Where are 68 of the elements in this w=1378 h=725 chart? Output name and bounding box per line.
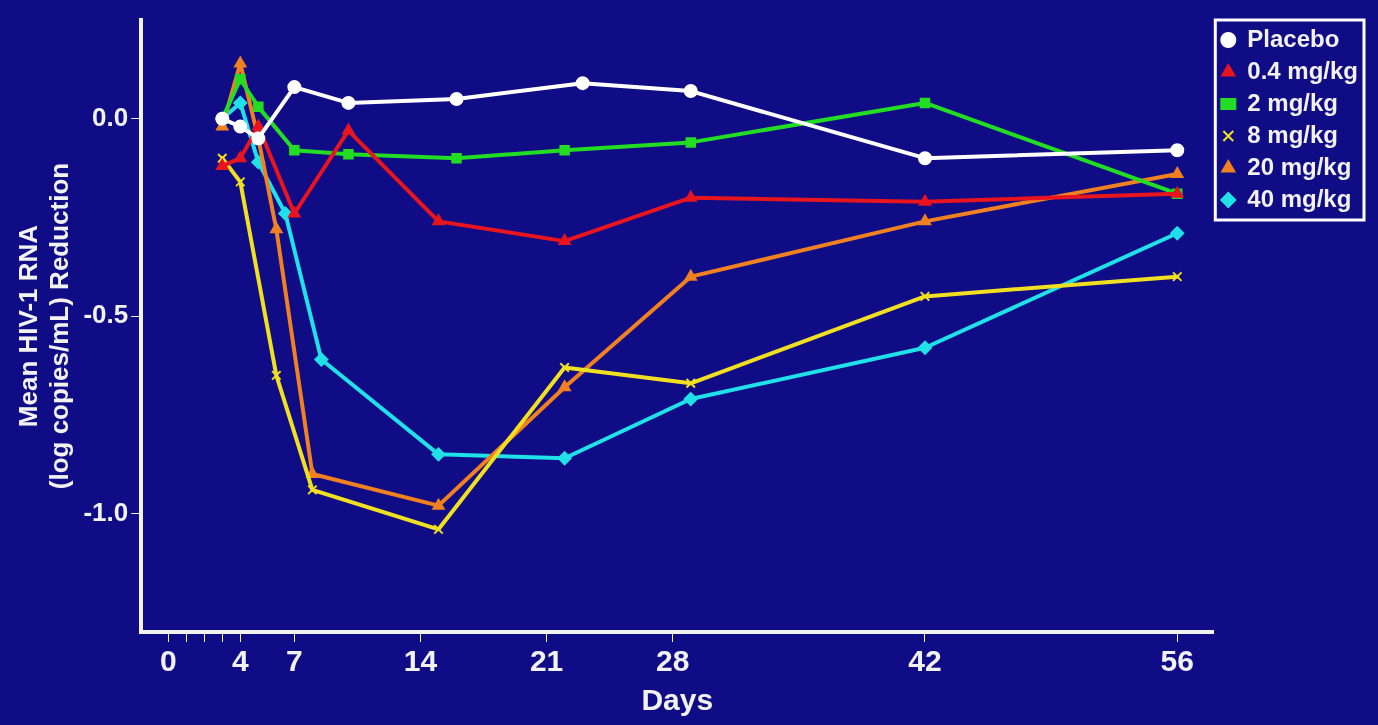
point bbox=[559, 145, 570, 156]
y-axis-title: Mean HIV-1 RNA (log copies/mL) Reduction bbox=[12, 162, 74, 490]
point bbox=[451, 152, 462, 164]
point bbox=[234, 151, 247, 163]
point bbox=[557, 451, 572, 466]
point bbox=[918, 151, 932, 166]
x-tick-label: 7 bbox=[286, 644, 303, 678]
legend-label: 20 mg/kg bbox=[1247, 152, 1352, 180]
point bbox=[233, 119, 248, 134]
point bbox=[685, 378, 696, 389]
x-tick-label: 14 bbox=[403, 644, 438, 678]
legend-label: 2 mg/kg bbox=[1247, 88, 1338, 116]
point bbox=[558, 380, 571, 392]
point bbox=[1172, 271, 1183, 282]
point bbox=[558, 234, 571, 246]
point bbox=[683, 84, 698, 99]
point bbox=[235, 176, 246, 188]
point bbox=[307, 484, 318, 496]
point bbox=[432, 498, 445, 510]
legend-label: 0.4 mg/kg bbox=[1247, 56, 1359, 84]
x-tick-label: 56 bbox=[1160, 644, 1194, 678]
point bbox=[918, 340, 932, 355]
point bbox=[684, 269, 697, 281]
y-tick-label: -1.0 bbox=[83, 496, 129, 527]
point bbox=[342, 123, 355, 135]
point bbox=[270, 222, 283, 234]
point bbox=[252, 119, 265, 131]
point bbox=[216, 159, 229, 171]
point bbox=[433, 524, 444, 535]
point bbox=[341, 95, 356, 110]
legend-label: Placebo bbox=[1247, 24, 1340, 52]
legend-label: 8 mg/kg bbox=[1247, 120, 1338, 148]
x-tick-label: 28 bbox=[656, 644, 690, 678]
point bbox=[575, 76, 590, 91]
point bbox=[918, 214, 932, 226]
y-tick-label: 0.0 bbox=[92, 101, 129, 132]
point bbox=[1171, 166, 1184, 178]
point bbox=[278, 206, 293, 221]
point bbox=[314, 352, 329, 367]
point bbox=[288, 206, 301, 218]
point bbox=[919, 97, 931, 109]
point bbox=[684, 190, 697, 202]
point bbox=[919, 291, 931, 302]
point bbox=[235, 73, 246, 85]
point bbox=[559, 362, 570, 373]
point bbox=[343, 149, 354, 160]
point bbox=[234, 56, 247, 68]
point bbox=[217, 152, 228, 164]
x-tick-label: 21 bbox=[529, 644, 564, 678]
x-tick-label: 0 bbox=[159, 644, 177, 678]
point bbox=[431, 447, 446, 462]
x-tick-label: 4 bbox=[231, 644, 249, 678]
point bbox=[685, 137, 696, 148]
x-tick-label: 42 bbox=[908, 644, 942, 678]
point bbox=[1170, 143, 1185, 158]
x-axis-title: Days bbox=[641, 683, 714, 717]
point bbox=[683, 392, 698, 407]
point bbox=[449, 91, 464, 106]
point bbox=[253, 101, 264, 113]
y-tick-label: -0.5 bbox=[83, 299, 129, 330]
point bbox=[1170, 226, 1185, 241]
point bbox=[287, 80, 302, 95]
point bbox=[432, 214, 445, 226]
point bbox=[289, 145, 300, 156]
point bbox=[918, 194, 932, 206]
point bbox=[271, 370, 282, 381]
legend-label: 40 mg/kg bbox=[1247, 184, 1352, 212]
point bbox=[233, 95, 248, 110]
